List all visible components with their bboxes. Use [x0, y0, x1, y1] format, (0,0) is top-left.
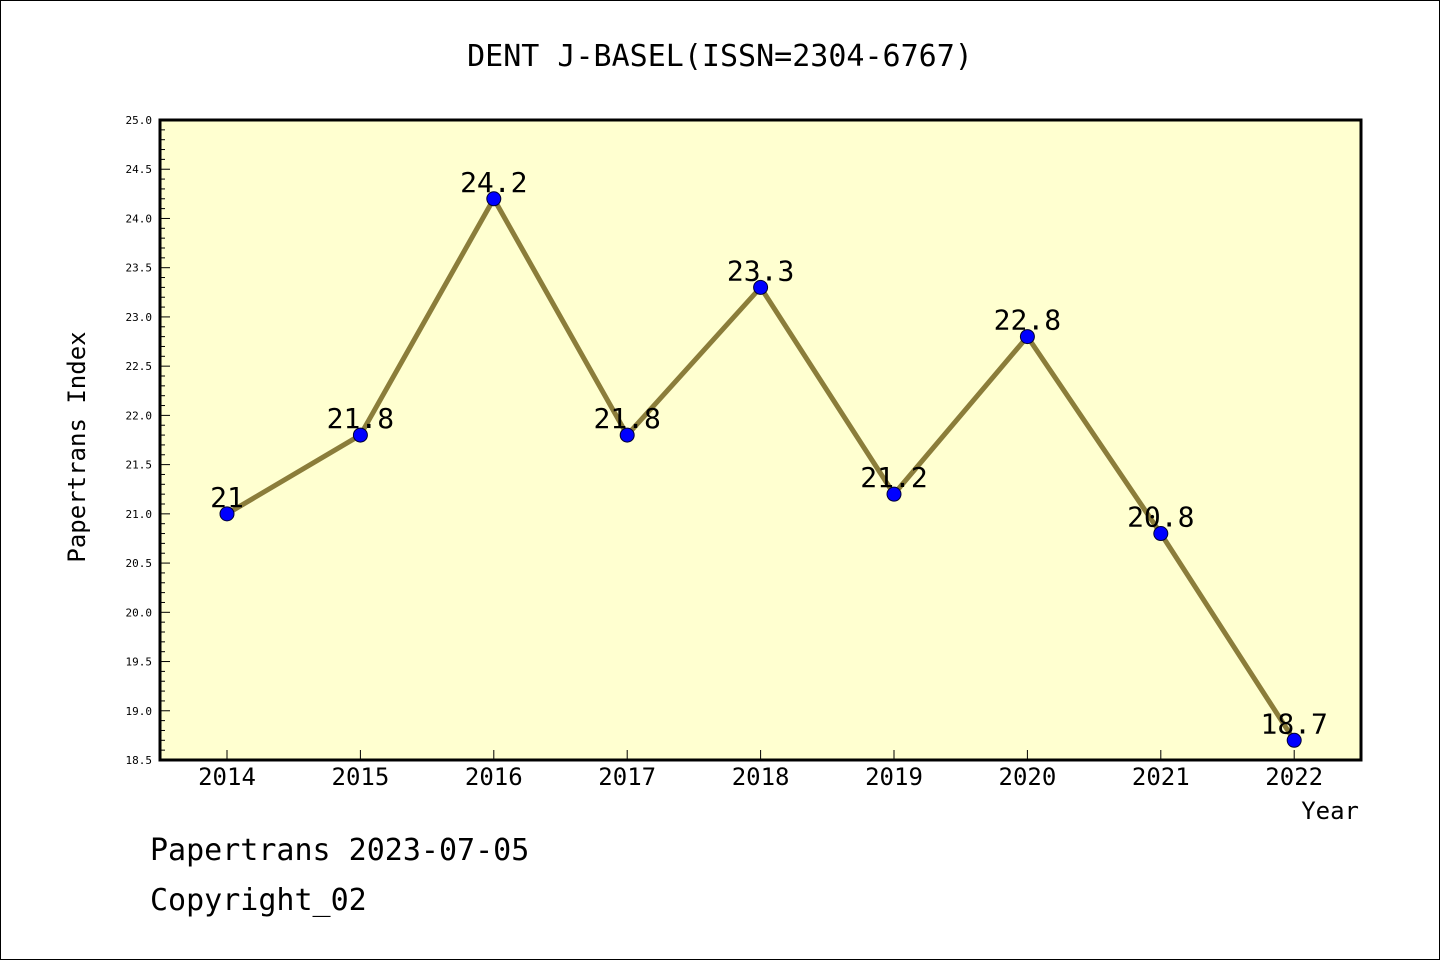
- data-label: 21: [210, 481, 244, 514]
- x-tick-label: 2022: [1265, 763, 1323, 791]
- data-label: 24.2: [460, 166, 527, 199]
- x-tick-label: 2016: [465, 763, 523, 791]
- y-tick-label: 21.5: [126, 459, 153, 472]
- y-tick-label: 20.0: [126, 606, 153, 619]
- footer-date: Papertrans 2023-07-05: [150, 833, 530, 868]
- data-labels: 21 21.8 24.2 21.8 23.3 21.2 22.8 20.8 18.7: [210, 166, 1328, 741]
- y-tick-label: 21.0: [126, 508, 153, 521]
- y-tick-label: 23.0: [126, 311, 153, 324]
- y-axis-ticks: 18.5 19.0 19.5 20.0 20.5 21.0 21.5 22.0 22.5 23.0…: [126, 114, 170, 767]
- y-tick-label: 20.5: [126, 557, 153, 570]
- x-tick-label: 2021: [1132, 763, 1190, 791]
- data-point: [352, 427, 368, 443]
- x-axis-label: Year: [1301, 797, 1359, 825]
- data-point: [619, 427, 635, 443]
- data-point: [1286, 732, 1302, 748]
- y-tick-label: 19.0: [126, 705, 153, 718]
- data-label: 21.8: [593, 402, 660, 435]
- series-markers: [219, 191, 1302, 748]
- data-point: [1019, 329, 1035, 345]
- x-axis-ticks: 2014 2015 2016 2017 2018 2019 2020 2021 2022: [198, 750, 1323, 791]
- data-label: 18.7: [1260, 707, 1327, 740]
- chart-title: DENT J-BASEL(ISSN=2304-6767): [467, 39, 973, 74]
- y-tick-label: 24.0: [126, 212, 153, 225]
- y-tick-label: 24.5: [126, 163, 153, 176]
- y-tick-label: 25.0: [126, 114, 153, 127]
- y-tick-label: 18.5: [126, 754, 153, 767]
- plot-area: [160, 120, 1361, 760]
- y-tick-label: 22.0: [126, 409, 153, 422]
- y-tick-label: 19.5: [126, 656, 153, 669]
- data-label: 20.8: [1127, 501, 1194, 534]
- x-tick-label: 2015: [332, 763, 390, 791]
- x-tick-label: 2020: [999, 763, 1057, 791]
- x-tick-label: 2018: [732, 763, 790, 791]
- x-tick-label: 2017: [598, 763, 656, 791]
- data-point: [753, 279, 769, 295]
- plot-border: [158, 118, 1363, 762]
- data-point: [486, 191, 502, 207]
- y-axis-label: Papertrans Index: [63, 331, 91, 562]
- data-point: [219, 506, 235, 522]
- x-tick-label: 2014: [198, 763, 256, 791]
- x-tick-label: 2019: [865, 763, 923, 791]
- y-tick-label: 22.5: [126, 360, 153, 373]
- data-point: [886, 486, 902, 502]
- y-tick-label: 23.5: [126, 262, 153, 275]
- data-point: [1153, 526, 1169, 542]
- data-label: 21.8: [327, 402, 394, 435]
- footer-copyright: Copyright_02: [150, 883, 367, 918]
- data-label: 23.3: [727, 254, 794, 287]
- data-label: 21.2: [860, 461, 927, 494]
- data-label: 22.8: [994, 304, 1061, 337]
